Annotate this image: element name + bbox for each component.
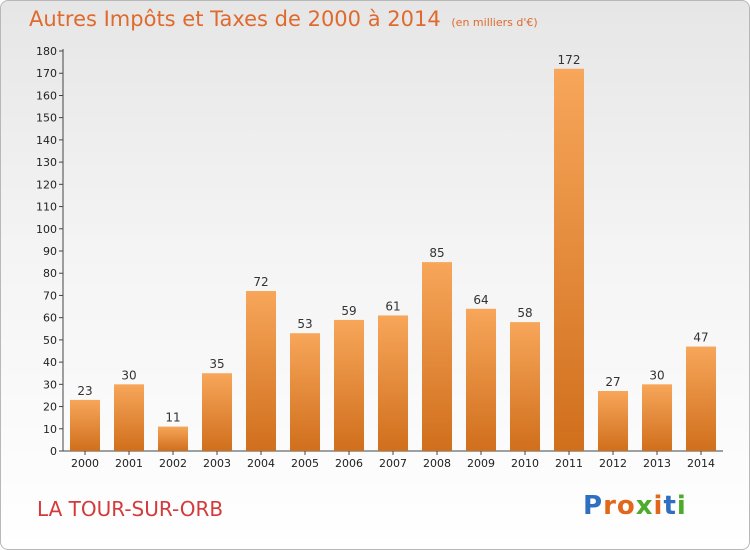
logo-letter: i: [653, 491, 664, 521]
y-tick-label: 50: [43, 334, 57, 347]
logo-letter: x: [635, 491, 654, 521]
bar-value-label: 23: [77, 384, 92, 398]
y-tick-label: 120: [36, 178, 57, 191]
bar: [246, 291, 276, 451]
x-tick-label: 2010: [511, 457, 539, 470]
bar-value-label: 27: [605, 375, 620, 389]
x-tick-label: 2001: [115, 457, 143, 470]
bars: 23 30 11 35 72 53 59 61 85 64 58 172 27 30 47: [70, 53, 716, 452]
x-tick-label: 2004: [247, 457, 275, 470]
bar: [686, 346, 716, 451]
x-tick-label: 2007: [379, 457, 407, 470]
y-tick-label: 150: [36, 112, 57, 125]
bar-value-label: 30: [121, 368, 136, 382]
bar: [378, 315, 408, 451]
logo-letter: i: [676, 491, 687, 521]
bar-value-label: 58: [517, 306, 532, 320]
x-tick-label: 2002: [159, 457, 187, 470]
x-tick-label: 2006: [335, 457, 363, 470]
y-tick-label: 90: [43, 245, 57, 258]
bar: [510, 322, 540, 451]
y-tick-label: 40: [43, 356, 57, 369]
bar-value-label: 53: [297, 317, 312, 331]
bar-value-label: 172: [558, 53, 581, 67]
x-tick-label: 2014: [687, 457, 715, 470]
bar-value-label: 30: [649, 368, 664, 382]
x-tick-label: 2005: [291, 457, 319, 470]
logo-letter: o: [616, 491, 636, 521]
bar: [158, 426, 188, 451]
x-tick-label: 2000: [71, 457, 99, 470]
bar-value-label: 72: [253, 275, 268, 289]
bar-value-label: 64: [473, 293, 488, 307]
bar: [598, 391, 628, 451]
x-tick-label: 2011: [555, 457, 583, 470]
bar: [202, 373, 232, 451]
y-tick-label: 180: [36, 45, 57, 58]
bar-value-label: 61: [385, 299, 400, 313]
bar-value-label: 85: [429, 246, 444, 260]
chart-subtitle: (en milliers d'€): [451, 16, 538, 29]
logo-letter: t: [663, 491, 677, 521]
bar: [554, 68, 584, 452]
bar-value-label: 11: [165, 411, 180, 425]
y-tick-label: 80: [43, 267, 57, 280]
y-tick-label: 20: [43, 401, 57, 414]
y-tick-label: 140: [36, 134, 57, 147]
proxiti-logo[interactable]: Proxiti: [583, 491, 687, 521]
chart-title-text: Autres Impôts et Taxes de 2000 à 2014: [29, 7, 441, 31]
y-tick-label: 30: [43, 378, 57, 391]
bar: [114, 384, 144, 451]
y-tick-label: 160: [36, 89, 57, 102]
bar: [290, 333, 320, 451]
town-name: LA TOUR-SUR-ORB: [37, 497, 224, 521]
bar-value-label: 59: [341, 304, 356, 318]
x-tick-label: 2009: [467, 457, 495, 470]
y-tick-label: 170: [36, 67, 57, 80]
x-tick-label: 2012: [599, 457, 627, 470]
bar: [466, 308, 496, 451]
bar: [334, 319, 364, 451]
bar-value-label: 47: [693, 331, 708, 345]
logo-letter: r: [603, 491, 617, 521]
x-tick-label: 2013: [643, 457, 671, 470]
y-tick-label: 110: [36, 201, 57, 214]
bar: [70, 399, 100, 451]
y-tick-label: 0: [50, 445, 57, 458]
y-tick-label: 130: [36, 156, 57, 169]
logo-letter: P: [583, 491, 604, 521]
chart-title: Autres Impôts et Taxes de 2000 à 2014 (e…: [29, 7, 538, 31]
y-tick-label: 10: [43, 423, 57, 436]
axes: 0 10 20 30 40 50 60 70 80 90 100 110 120 130 140 150 160…: [36, 45, 723, 470]
y-tick-label: 100: [36, 223, 57, 236]
y-tick-label: 60: [43, 312, 57, 325]
x-tick-label: 2003: [203, 457, 231, 470]
bar: [422, 262, 452, 451]
y-tick-label: 70: [43, 289, 57, 302]
bar-value-label: 35: [209, 357, 224, 371]
x-tick-label: 2008: [423, 457, 451, 470]
bar: [642, 384, 672, 451]
